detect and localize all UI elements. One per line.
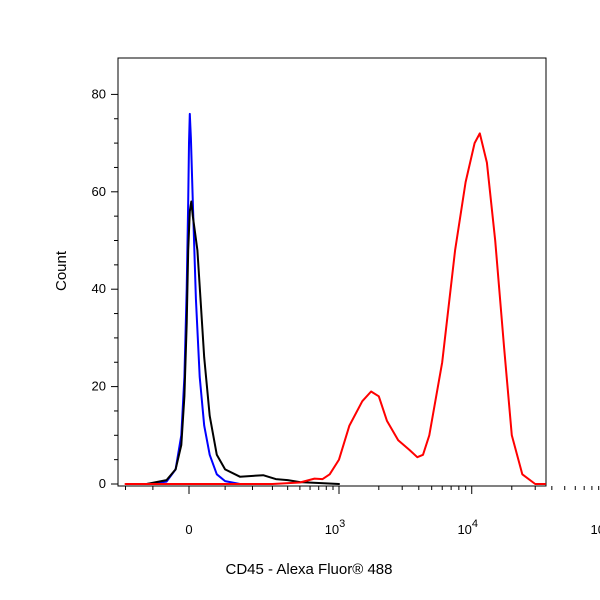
- x-tick-label: 104: [457, 518, 478, 537]
- y-axis-ticks: 0 20 40 60 80: [92, 86, 118, 491]
- y-tick-label: 60: [92, 184, 106, 199]
- y-tick-label: 0: [99, 476, 106, 491]
- x-tick-label: 0: [185, 522, 192, 537]
- x-axis-title: CD45 - Alexa Fluor® 488: [226, 561, 393, 578]
- x-axis-ticks: 0 103 104 105: [185, 486, 600, 537]
- histogram-curves: [124, 112, 546, 485]
- red-stained-curve: [124, 132, 546, 485]
- x-minor-ticks: [125, 486, 600, 490]
- y-axis-title: Count: [53, 250, 70, 291]
- black-unstained-curve: [145, 200, 340, 485]
- y-tick-label: 80: [92, 86, 106, 101]
- y-tick-label: 20: [92, 379, 106, 394]
- x-tick-label: 105: [590, 518, 600, 537]
- y-tick-label: 40: [92, 281, 106, 296]
- x-tick-label: 103: [325, 518, 346, 537]
- blue-isotype-curve: [145, 112, 241, 485]
